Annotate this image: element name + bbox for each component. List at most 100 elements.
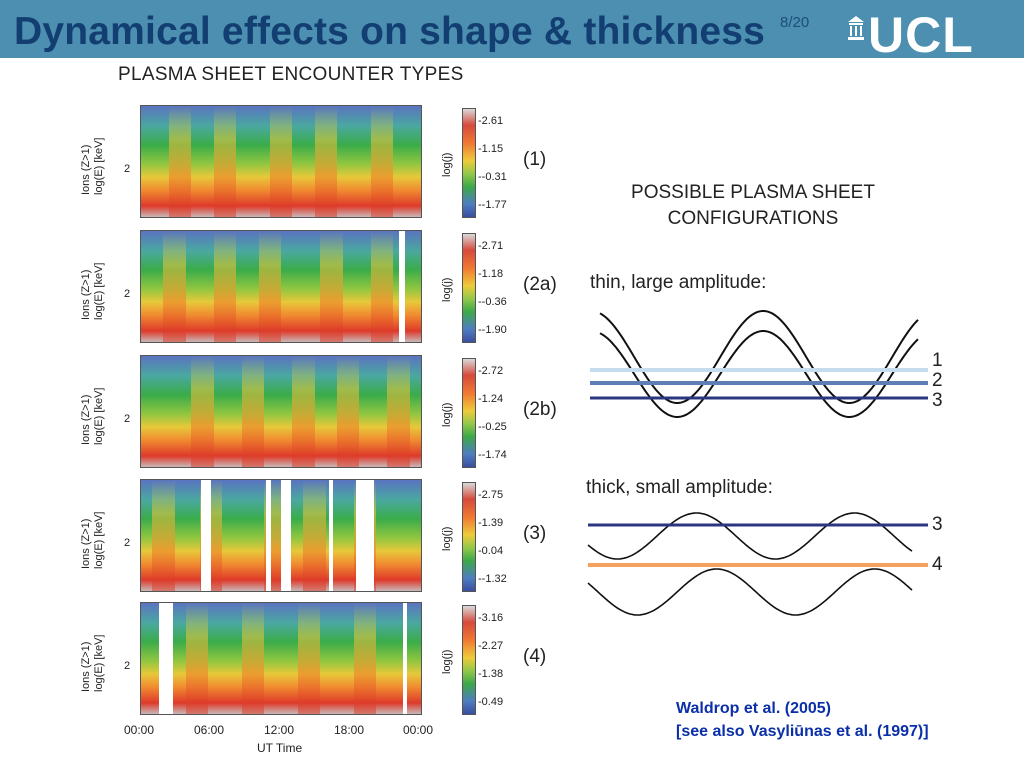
spectrogram-enhancement — [314, 106, 337, 217]
data-gap — [356, 480, 374, 591]
colorbar-tick: -0.04 — [478, 545, 504, 557]
line-number-1: 1 — [932, 350, 943, 371]
colorbar-tick: -1.38 — [478, 668, 504, 680]
colorbar — [462, 233, 476, 343]
data-gap — [159, 603, 173, 714]
thin-config-label: thin, large amplitude: — [590, 272, 767, 293]
thin-sheet-upper-wave — [599, 310, 919, 404]
page-number: 8/20 — [780, 14, 810, 31]
right-figure-title: POSSIBLE PLASMA SHEET CONFIGURATIONS — [608, 180, 898, 232]
data-gap — [403, 603, 407, 714]
x-axis-label: UT Time — [257, 741, 303, 755]
spectrogram-enhancement — [337, 356, 360, 467]
spectrogram-enhancement — [241, 603, 265, 714]
colorbar-tick: --1.77 — [478, 199, 507, 211]
portico-icon — [848, 16, 864, 40]
slide-header: Dynamical effects on shape & thickness 8… — [0, 0, 1024, 63]
data-gap — [399, 231, 405, 342]
colorbar-tick: --1.32 — [478, 573, 507, 585]
citation-line1: Waldrop et al. (2005) — [676, 700, 831, 717]
spectrogram-enhancement — [353, 603, 377, 714]
colorbar-tick: -1.18 — [478, 268, 504, 280]
left-figure-title: PLASMA SHEET ENCOUNTER TYPES — [118, 64, 464, 85]
spectrogram-enhancement — [370, 231, 393, 342]
spectrogram-enhancement — [185, 603, 209, 714]
colorbar — [462, 482, 476, 592]
spectrogram-enhancement — [303, 480, 326, 591]
panel-tag: (1) — [523, 149, 547, 170]
spectrogram-enhancement — [258, 231, 281, 342]
colorbar-tick: --0.36 — [478, 296, 507, 308]
panel-tag: (2b) — [523, 399, 557, 420]
colorbar-tick: -1.15 — [478, 143, 504, 155]
colorbar-tick: --1.90 — [478, 324, 507, 336]
colorbar-tick: -1.24 — [478, 393, 504, 405]
line-number-3-thick: 3 — [932, 514, 943, 535]
spectrogram-enhancement — [320, 231, 343, 342]
data-gap — [266, 480, 271, 591]
spectrogram — [140, 105, 422, 218]
spectrogram-enhancement — [213, 231, 237, 342]
spectrogram-enhancement — [213, 106, 237, 217]
y-tick: 2 — [124, 537, 131, 549]
thin-sheet-lower-wave — [599, 330, 919, 418]
line-number-2: 2 — [932, 370, 943, 391]
right-title-line2: CONFIGURATIONS — [667, 208, 839, 229]
panel-tag: (2a) — [523, 274, 557, 295]
spectrogram-enhancement — [163, 231, 186, 342]
spectrogram — [140, 602, 422, 715]
thick-sheet-lower-wave — [587, 568, 913, 616]
x-tick: 18:00 — [334, 723, 365, 737]
slide-title: Dynamical effects on shape & thickness — [14, 10, 766, 53]
line-number-4: 4 — [932, 554, 943, 575]
colorbar — [462, 108, 476, 218]
spectrogram-enhancement — [292, 356, 315, 467]
x-tick: 06:00 — [194, 723, 225, 737]
spectrogram-enhancement — [297, 603, 321, 714]
colorbar-tick: -0.49 — [478, 696, 504, 708]
thick-sheet-upper-wave — [587, 512, 913, 560]
spectrogram — [140, 479, 422, 592]
colorbar-tick: -2.27 — [478, 640, 504, 652]
colorbar — [462, 358, 476, 468]
colorbar-tick: -2.61 — [478, 115, 504, 127]
y-tick: 2 — [124, 413, 131, 425]
spectrogram — [140, 355, 422, 468]
x-tick: 00:00 — [124, 723, 155, 737]
spectrogram-enhancement — [269, 106, 293, 217]
data-gap — [329, 480, 333, 591]
colorbar-tick: -2.75 — [478, 489, 504, 501]
spectrogram-enhancement — [387, 356, 410, 467]
data-gap — [201, 480, 211, 591]
colorbar-tick: --0.31 — [478, 171, 507, 183]
spectrogram-enhancement — [191, 356, 214, 467]
citation-line2: [see also Vasyliūnas et al. (1997)] — [676, 723, 929, 740]
spectrogram-enhancement — [370, 106, 393, 217]
spectrogram-enhancement — [169, 106, 192, 217]
right-title-line1: POSSIBLE PLASMA SHEET — [631, 182, 875, 203]
y-tick: 2 — [124, 163, 131, 175]
data-gap — [281, 480, 291, 591]
ucl-logo: UCL — [846, 7, 1016, 63]
x-tick: 00:00 — [403, 723, 434, 737]
line-number-3: 3 — [932, 390, 943, 411]
spectrogram — [140, 230, 422, 343]
panel-tag: (4) — [523, 646, 547, 667]
colorbar-tick: --0.25 — [478, 421, 507, 433]
colorbar-tick: -3.16 — [478, 612, 504, 624]
panel-tag: (3) — [523, 523, 547, 544]
spectrogram-enhancement — [241, 356, 265, 467]
y-tick: 2 — [124, 660, 131, 672]
colorbar-tick: --1.74 — [478, 449, 507, 461]
header-bar — [0, 0, 1024, 58]
colorbar-tick: -2.71 — [478, 240, 504, 252]
y-tick: 2 — [124, 288, 131, 300]
spectrogram-enhancement — [152, 480, 175, 591]
colorbar-tick: -1.39 — [478, 517, 504, 529]
colorbar-tick: -2.72 — [478, 365, 504, 377]
colorbar — [462, 605, 476, 715]
thick-config-label: thick, small amplitude: — [586, 477, 773, 498]
logo-text: UCL — [868, 7, 974, 63]
x-tick: 12:00 — [264, 723, 295, 737]
